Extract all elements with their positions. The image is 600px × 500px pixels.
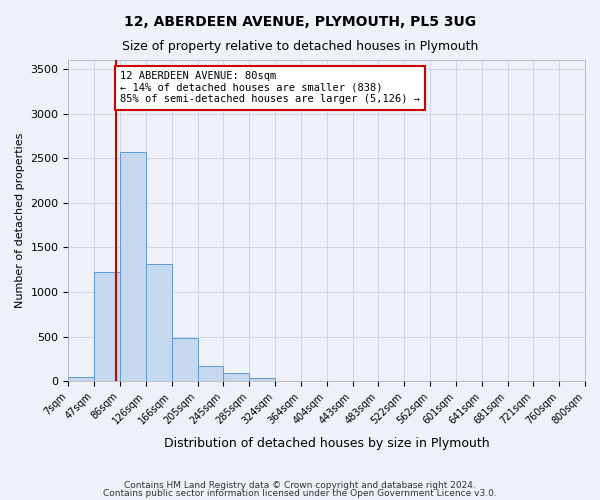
- X-axis label: Distribution of detached houses by size in Plymouth: Distribution of detached houses by size …: [164, 437, 490, 450]
- Text: Contains HM Land Registry data © Crown copyright and database right 2024.: Contains HM Land Registry data © Crown c…: [124, 481, 476, 490]
- Bar: [68, 376, 94, 381]
- Bar: [223, 373, 249, 381]
- Bar: [146, 264, 172, 381]
- Bar: [197, 366, 223, 381]
- Bar: [120, 152, 146, 381]
- Y-axis label: Number of detached properties: Number of detached properties: [15, 133, 25, 308]
- Text: Contains public sector information licensed under the Open Government Licence v3: Contains public sector information licen…: [103, 488, 497, 498]
- Text: 12 ABERDEEN AVENUE: 80sqm
← 14% of detached houses are smaller (838)
85% of semi: 12 ABERDEEN AVENUE: 80sqm ← 14% of detac…: [120, 71, 420, 104]
- Bar: [94, 272, 120, 381]
- Bar: [249, 378, 275, 381]
- Bar: [172, 338, 197, 381]
- Text: Size of property relative to detached houses in Plymouth: Size of property relative to detached ho…: [122, 40, 478, 53]
- Text: 12, ABERDEEN AVENUE, PLYMOUTH, PL5 3UG: 12, ABERDEEN AVENUE, PLYMOUTH, PL5 3UG: [124, 15, 476, 29]
